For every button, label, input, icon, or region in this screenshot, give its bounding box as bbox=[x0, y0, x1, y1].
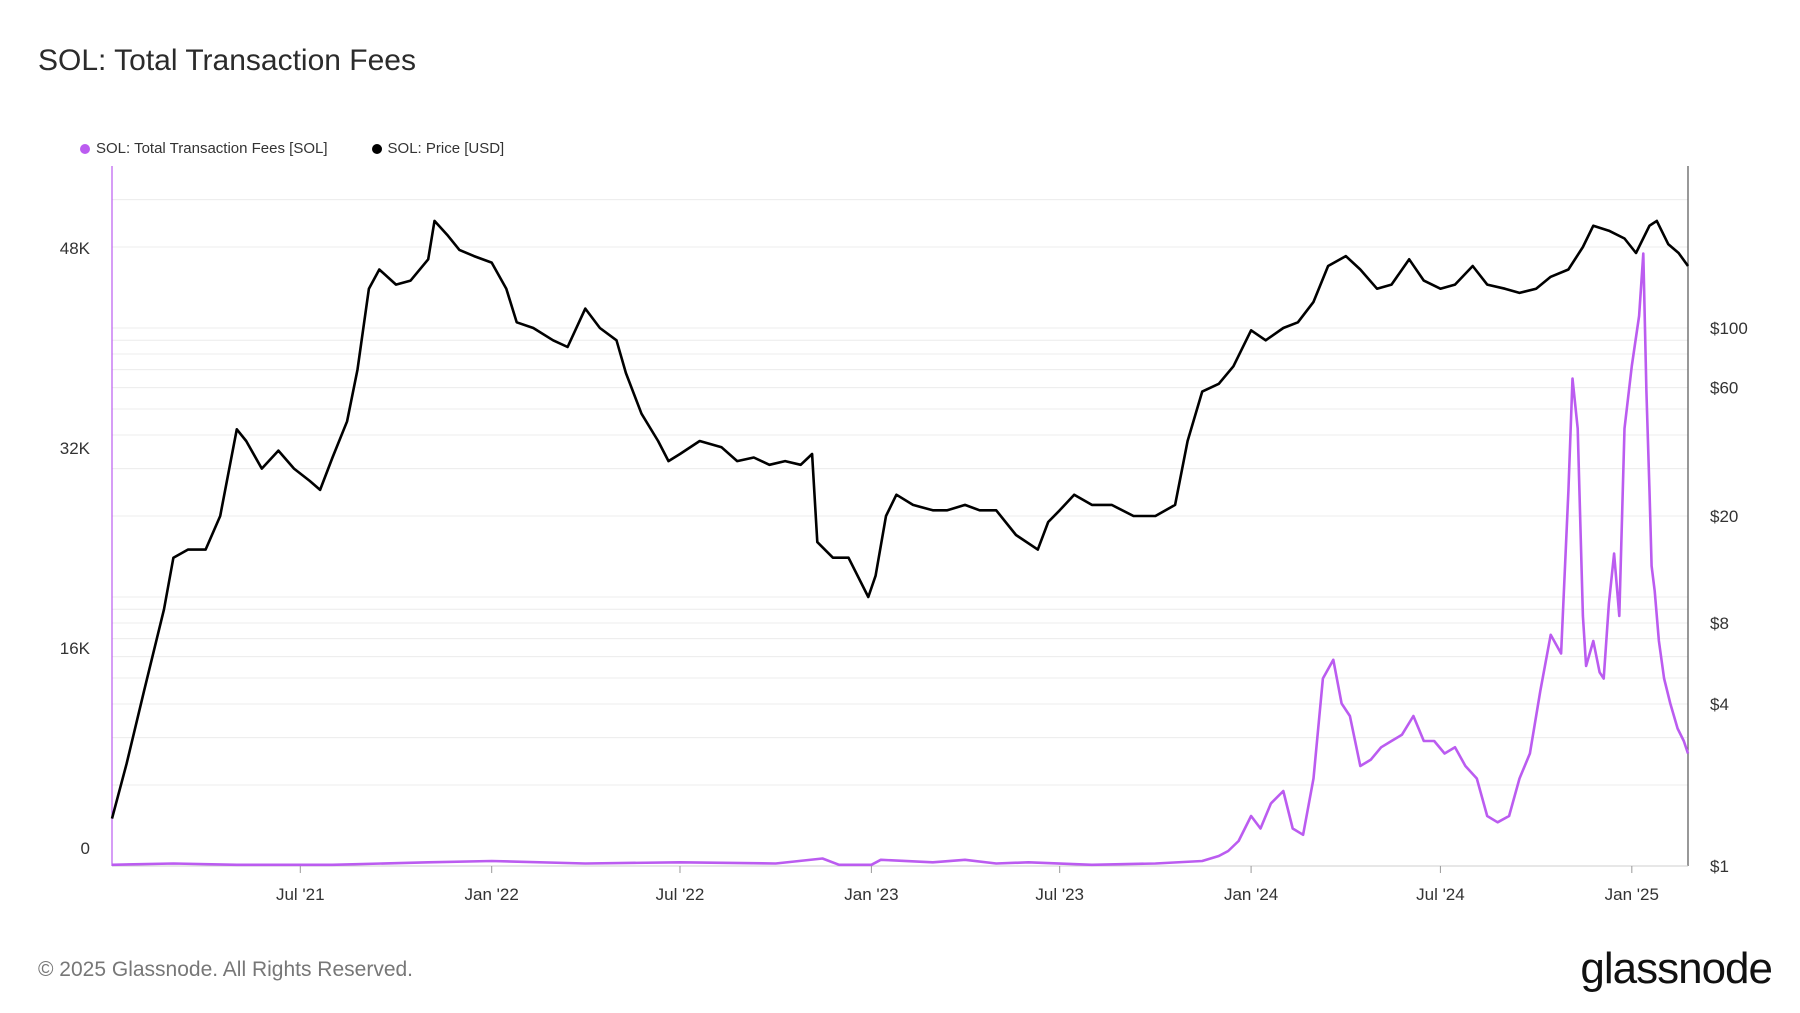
y-right-tick-label: $8 bbox=[1710, 614, 1729, 633]
x-tick-label: Jan '23 bbox=[844, 885, 898, 904]
y-left-tick-label: 48K bbox=[60, 239, 91, 258]
y-right-tick-label: $20 bbox=[1710, 507, 1738, 526]
copyright-footer: © 2025 Glassnode. All Rights Reserved. bbox=[38, 958, 414, 981]
x-tick-label: Jan '25 bbox=[1605, 885, 1659, 904]
glassnode-logo: glassnode bbox=[1580, 944, 1773, 993]
legend: SOL: Total Transaction Fees [SOL] SOL: P… bbox=[80, 140, 504, 157]
x-tick-label: Jul '21 bbox=[276, 885, 325, 904]
y-right-tick-label: $4 bbox=[1710, 695, 1729, 714]
legend-item-fees[interactable]: SOL: Total Transaction Fees [SOL] bbox=[80, 140, 328, 157]
series-line-fees bbox=[111, 252, 1690, 867]
x-tick-label: Jul '23 bbox=[1035, 885, 1084, 904]
y-right-tick-label: $100 bbox=[1710, 319, 1748, 338]
x-tick-label: Jul '22 bbox=[656, 885, 705, 904]
y-right-tick-label: $60 bbox=[1710, 379, 1738, 398]
y-left-tick-label: 32K bbox=[60, 439, 91, 458]
y-left-tick-label: 0 bbox=[81, 839, 90, 858]
y-right-tick-label: $1 bbox=[1710, 857, 1729, 876]
x-tick-label: Jan '22 bbox=[465, 885, 519, 904]
x-tick-label: Jul '24 bbox=[1416, 885, 1465, 904]
chart-title: SOL: Total Transaction Fees bbox=[38, 44, 416, 77]
legend-item-price[interactable]: SOL: Price [USD] bbox=[371, 140, 505, 157]
y-left-tick-label: 16K bbox=[60, 639, 91, 658]
legend-label-fees: SOL: Total Transaction Fees [SOL] bbox=[96, 140, 328, 157]
legend-dot-price bbox=[371, 143, 382, 154]
series-line-price bbox=[110, 219, 1690, 819]
x-tick-label: Jan '24 bbox=[1224, 885, 1278, 904]
legend-label-price: SOL: Price [USD] bbox=[387, 140, 505, 157]
legend-dot-fees bbox=[80, 143, 90, 154]
